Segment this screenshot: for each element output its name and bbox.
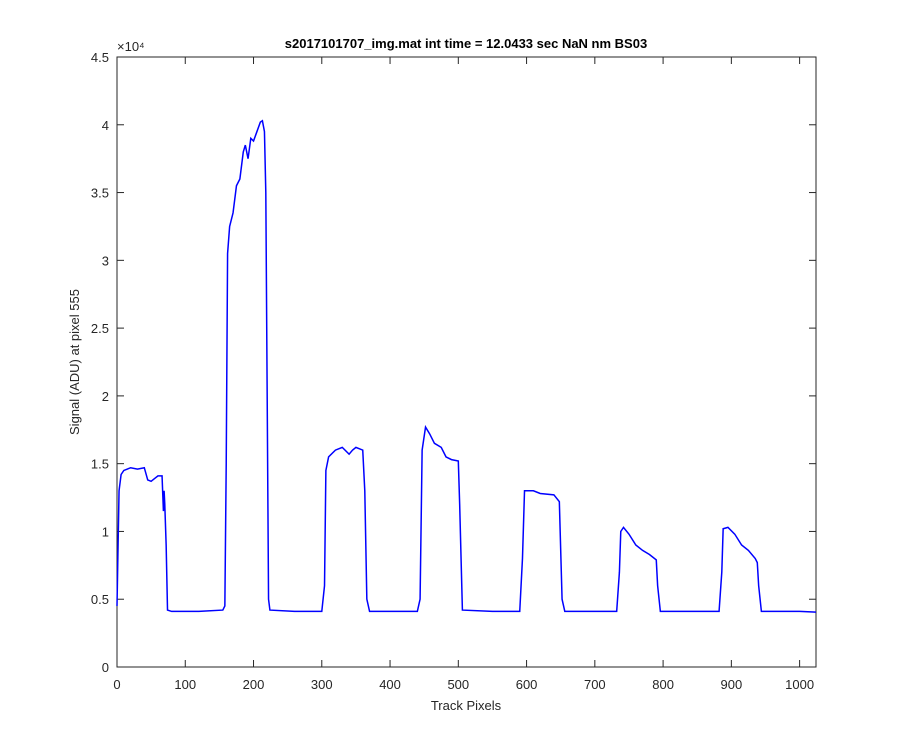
x-tick-label: 0 (113, 677, 120, 692)
x-tick-label: 1000 (785, 677, 814, 692)
y-tick-label: 1.5 (91, 457, 109, 472)
x-tick-label: 800 (652, 677, 674, 692)
axes-box (116, 56, 817, 668)
x-tick-label: 700 (584, 677, 606, 692)
chart-title: s2017101707_img.mat int time = 12.0433 s… (285, 36, 647, 51)
y-exponent-label: ×10⁴ (117, 39, 145, 54)
x-tick-label: 600 (516, 677, 538, 692)
y-tick-label: 3 (102, 253, 109, 268)
y-tick-label: 4 (102, 118, 109, 133)
y-tick-label: 0.5 (91, 592, 109, 607)
x-tick-label: 200 (243, 677, 265, 692)
x-tick-label: 300 (311, 677, 333, 692)
y-tick-label: 4.5 (91, 50, 109, 65)
y-tick-label: 3.5 (91, 186, 109, 201)
x-tick-label: 900 (721, 677, 743, 692)
y-tick-label: 2 (102, 389, 109, 404)
y-tick-label: 1 (102, 524, 109, 539)
data-line (116, 119, 817, 613)
x-axis-label: Track Pixels (431, 698, 502, 713)
x-tick-label: 500 (447, 677, 469, 692)
x-tick-label: 100 (174, 677, 196, 692)
y-tick-label: 2.5 (91, 321, 109, 336)
x-tick-label: 400 (379, 677, 401, 692)
y-axis-label: Signal (ADU) at pixel 555 (67, 289, 82, 435)
y-tick-label: 0 (102, 660, 109, 675)
